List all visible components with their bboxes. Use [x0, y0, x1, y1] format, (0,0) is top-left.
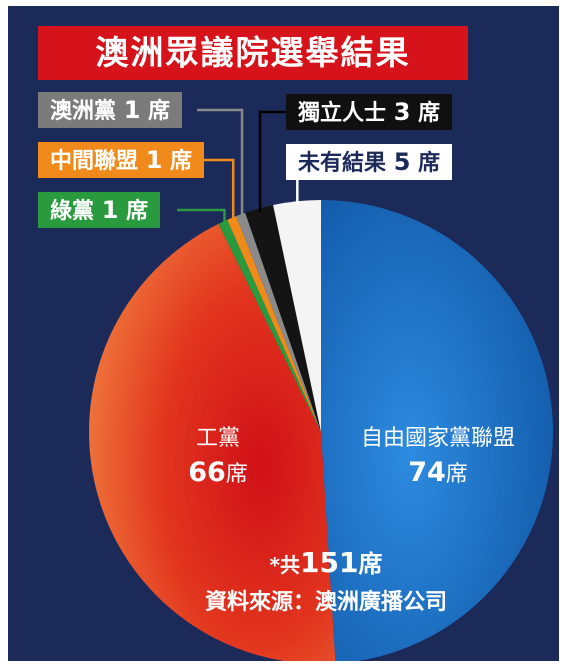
legend-centre-alliance: 中間聯盟 1 席	[38, 142, 205, 178]
slice-name: 自由國家黨聯盟	[360, 426, 515, 451]
total-unit: 席	[358, 550, 383, 578]
legend-unit: 席	[418, 151, 441, 176]
legend-australian-party: 澳洲黨 1 席	[38, 92, 183, 128]
legend-greens: 綠黨 1 席	[38, 192, 161, 228]
legend-label: 未有結果	[298, 151, 387, 176]
legend-unit: 席	[148, 99, 171, 124]
total-prefix: *共	[269, 553, 300, 577]
pie-slice-undecided	[273, 200, 321, 432]
leader-greens	[177, 208, 226, 226]
leader-australian-party	[197, 108, 244, 219]
chart-panel: 澳洲眾議院選舉結果 澳洲黨 1 席 中間聯盟 1 席 綠黨 1 席 獨立人士 3…	[8, 6, 559, 661]
slice-unit: 席	[225, 462, 248, 487]
legend-unit: 席	[126, 199, 149, 224]
slice-label-coalition: 自由國家黨聯盟 74席	[338, 420, 538, 488]
legend-value: 5	[393, 148, 411, 176]
legend-value: 1	[101, 196, 119, 224]
legend-unit: 席	[418, 101, 441, 126]
legend-value: 1	[145, 146, 163, 174]
slice-label-labor: 工黨 66席	[158, 420, 278, 488]
total-note: *共151席	[176, 544, 476, 579]
leader-independents	[258, 110, 286, 213]
legend-value: 3	[393, 98, 411, 126]
total-number: 151	[300, 546, 359, 579]
slice-name: 工黨	[195, 426, 240, 451]
slice-value: 74	[408, 457, 446, 488]
source-note: 資料來源：澳洲廣播公司	[204, 590, 447, 615]
legend-independents: 獨立人士 3 席	[286, 94, 453, 130]
chart-title: 澳洲眾議院選舉結果	[38, 26, 468, 80]
pie-slice-centre-alliance	[227, 216, 321, 432]
legend-label: 澳洲黨	[50, 99, 117, 124]
pie-slice-coalition	[321, 200, 553, 661]
legend-undecided: 未有結果 5 席	[286, 144, 453, 180]
legend-unit: 席	[170, 149, 193, 174]
slice-value: 66	[188, 457, 226, 488]
pie-slice-labor	[89, 223, 336, 661]
legend-label: 獨立人士	[298, 101, 387, 126]
pie-slice-australian-party	[236, 212, 321, 432]
pie-slice-independents	[245, 205, 321, 432]
pie-chart	[89, 108, 553, 661]
slice-unit: 席	[445, 462, 468, 487]
pie-slice-greens	[218, 219, 321, 432]
legend-label: 綠黨	[50, 199, 95, 224]
leader-centre-alliance	[197, 158, 235, 222]
legend-value: 1	[123, 96, 141, 124]
legend-label: 中間聯盟	[50, 149, 139, 174]
